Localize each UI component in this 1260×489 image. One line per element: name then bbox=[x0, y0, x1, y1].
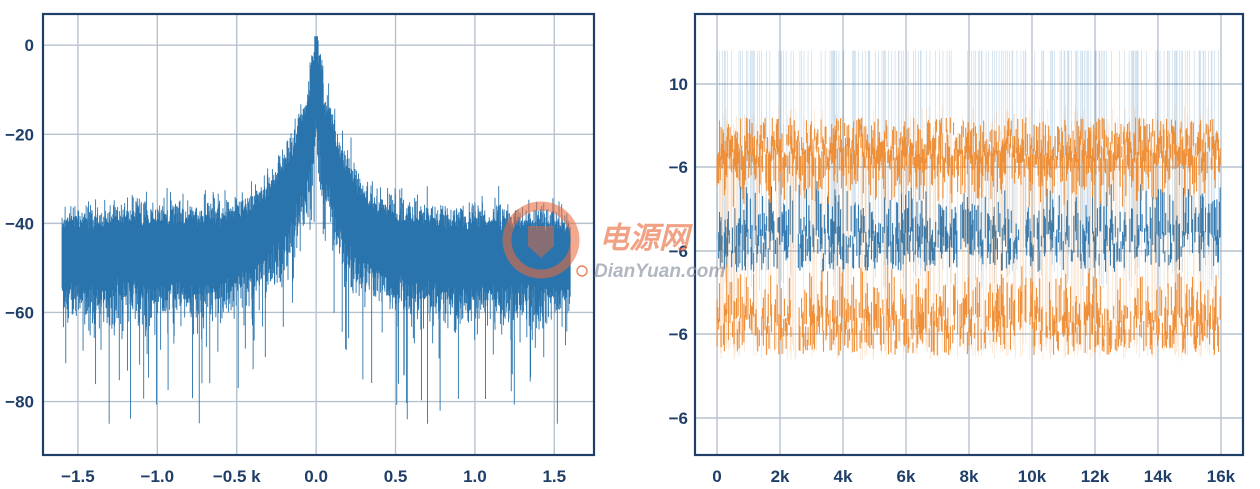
time-series-y-tick-label: −6 bbox=[669, 242, 688, 261]
watermark-cn-text: 电源网 bbox=[599, 222, 693, 255]
watermark-en-text: DianYuan.com bbox=[594, 261, 725, 282]
spectrum-x-tick-label: −1.5 bbox=[61, 467, 95, 486]
spectrum-y-tick-label: −60 bbox=[5, 303, 34, 322]
time-series-x-tick-label: 2k bbox=[771, 467, 790, 486]
orange-series-trace bbox=[716, 117, 1221, 356]
spectrum-series bbox=[61, 36, 571, 424]
time-series-x-tick-label: 16k bbox=[1207, 467, 1236, 486]
time-series-y-tick-label: −6 bbox=[669, 158, 688, 177]
spectrum-core-band bbox=[62, 63, 571, 282]
time-series-x-tick-label: 8k bbox=[960, 467, 979, 486]
time-series-x-tick-label: 12k bbox=[1081, 467, 1110, 486]
time-series-series bbox=[716, 50, 1221, 361]
watermark: 电源网 DianYuan.com bbox=[502, 201, 725, 282]
spectrum-x-tick-label: −1.0 bbox=[141, 467, 175, 486]
time-series-x-tick-labels: 0 2k 4k 6k 8k 10k 12k 14k 16k bbox=[712, 467, 1235, 486]
time-series-x-tick-label: 0 bbox=[712, 467, 721, 486]
time-series-y-tick-label: 10 bbox=[669, 75, 688, 94]
time-series-chart: 0 2k 4k 6k 8k 10k 12k 14k 16k 10 −6 −6 −6 −6 bbox=[669, 12, 1245, 486]
spectrum-y-tick-label: 0 bbox=[25, 36, 34, 55]
time-series-x-tick-label: 14k bbox=[1144, 467, 1173, 486]
orange-series-trace-thin bbox=[720, 104, 1214, 361]
time-series-x-tick-label: 10k bbox=[1018, 467, 1047, 486]
spectrum-x-tick-label: 0.5 bbox=[384, 467, 408, 486]
blue-series-trace bbox=[718, 181, 1221, 272]
spectrum-chart: −1.5 −1.0 −0.5 k 0.0 0.5 1.0 1.5 0 −20 −40 −60 −80 bbox=[5, 12, 596, 486]
time-series-x-tick-label: 4k bbox=[834, 467, 853, 486]
time-series-plot-frame bbox=[693, 12, 1245, 457]
time-series-x-tick-label: 6k bbox=[897, 467, 916, 486]
spectrum-plot-frame bbox=[41, 12, 596, 457]
watermark-logo-mark bbox=[528, 226, 554, 258]
spectrum-y-tick-label: −80 bbox=[5, 393, 34, 412]
time-series-y-tick-label: −6 bbox=[669, 409, 688, 428]
watermark-registered-mark bbox=[576, 265, 588, 277]
spectrum-x-tick-label: 1.5 bbox=[542, 467, 566, 486]
spectrum-x-tick-label: 1.0 bbox=[463, 467, 487, 486]
time-series-y-tick-label: −6 bbox=[669, 325, 688, 344]
spectrum-y-tick-label: −40 bbox=[5, 214, 34, 233]
spectrum-x-tick-labels: −1.5 −1.0 −0.5 k 0.0 0.5 1.0 1.5 bbox=[61, 467, 566, 486]
spectrum-x-tick-label: 0.0 bbox=[304, 467, 328, 486]
spectrum-y-tick-label: −20 bbox=[5, 125, 34, 144]
spectrum-x-tick-label: −0.5 k bbox=[213, 467, 261, 486]
spectrum-y-tick-labels: 0 −20 −40 −60 −80 bbox=[5, 36, 34, 411]
watermark-logo bbox=[502, 201, 580, 279]
time-series-y-tick-labels: 10 −6 −6 −6 −6 bbox=[669, 75, 688, 428]
